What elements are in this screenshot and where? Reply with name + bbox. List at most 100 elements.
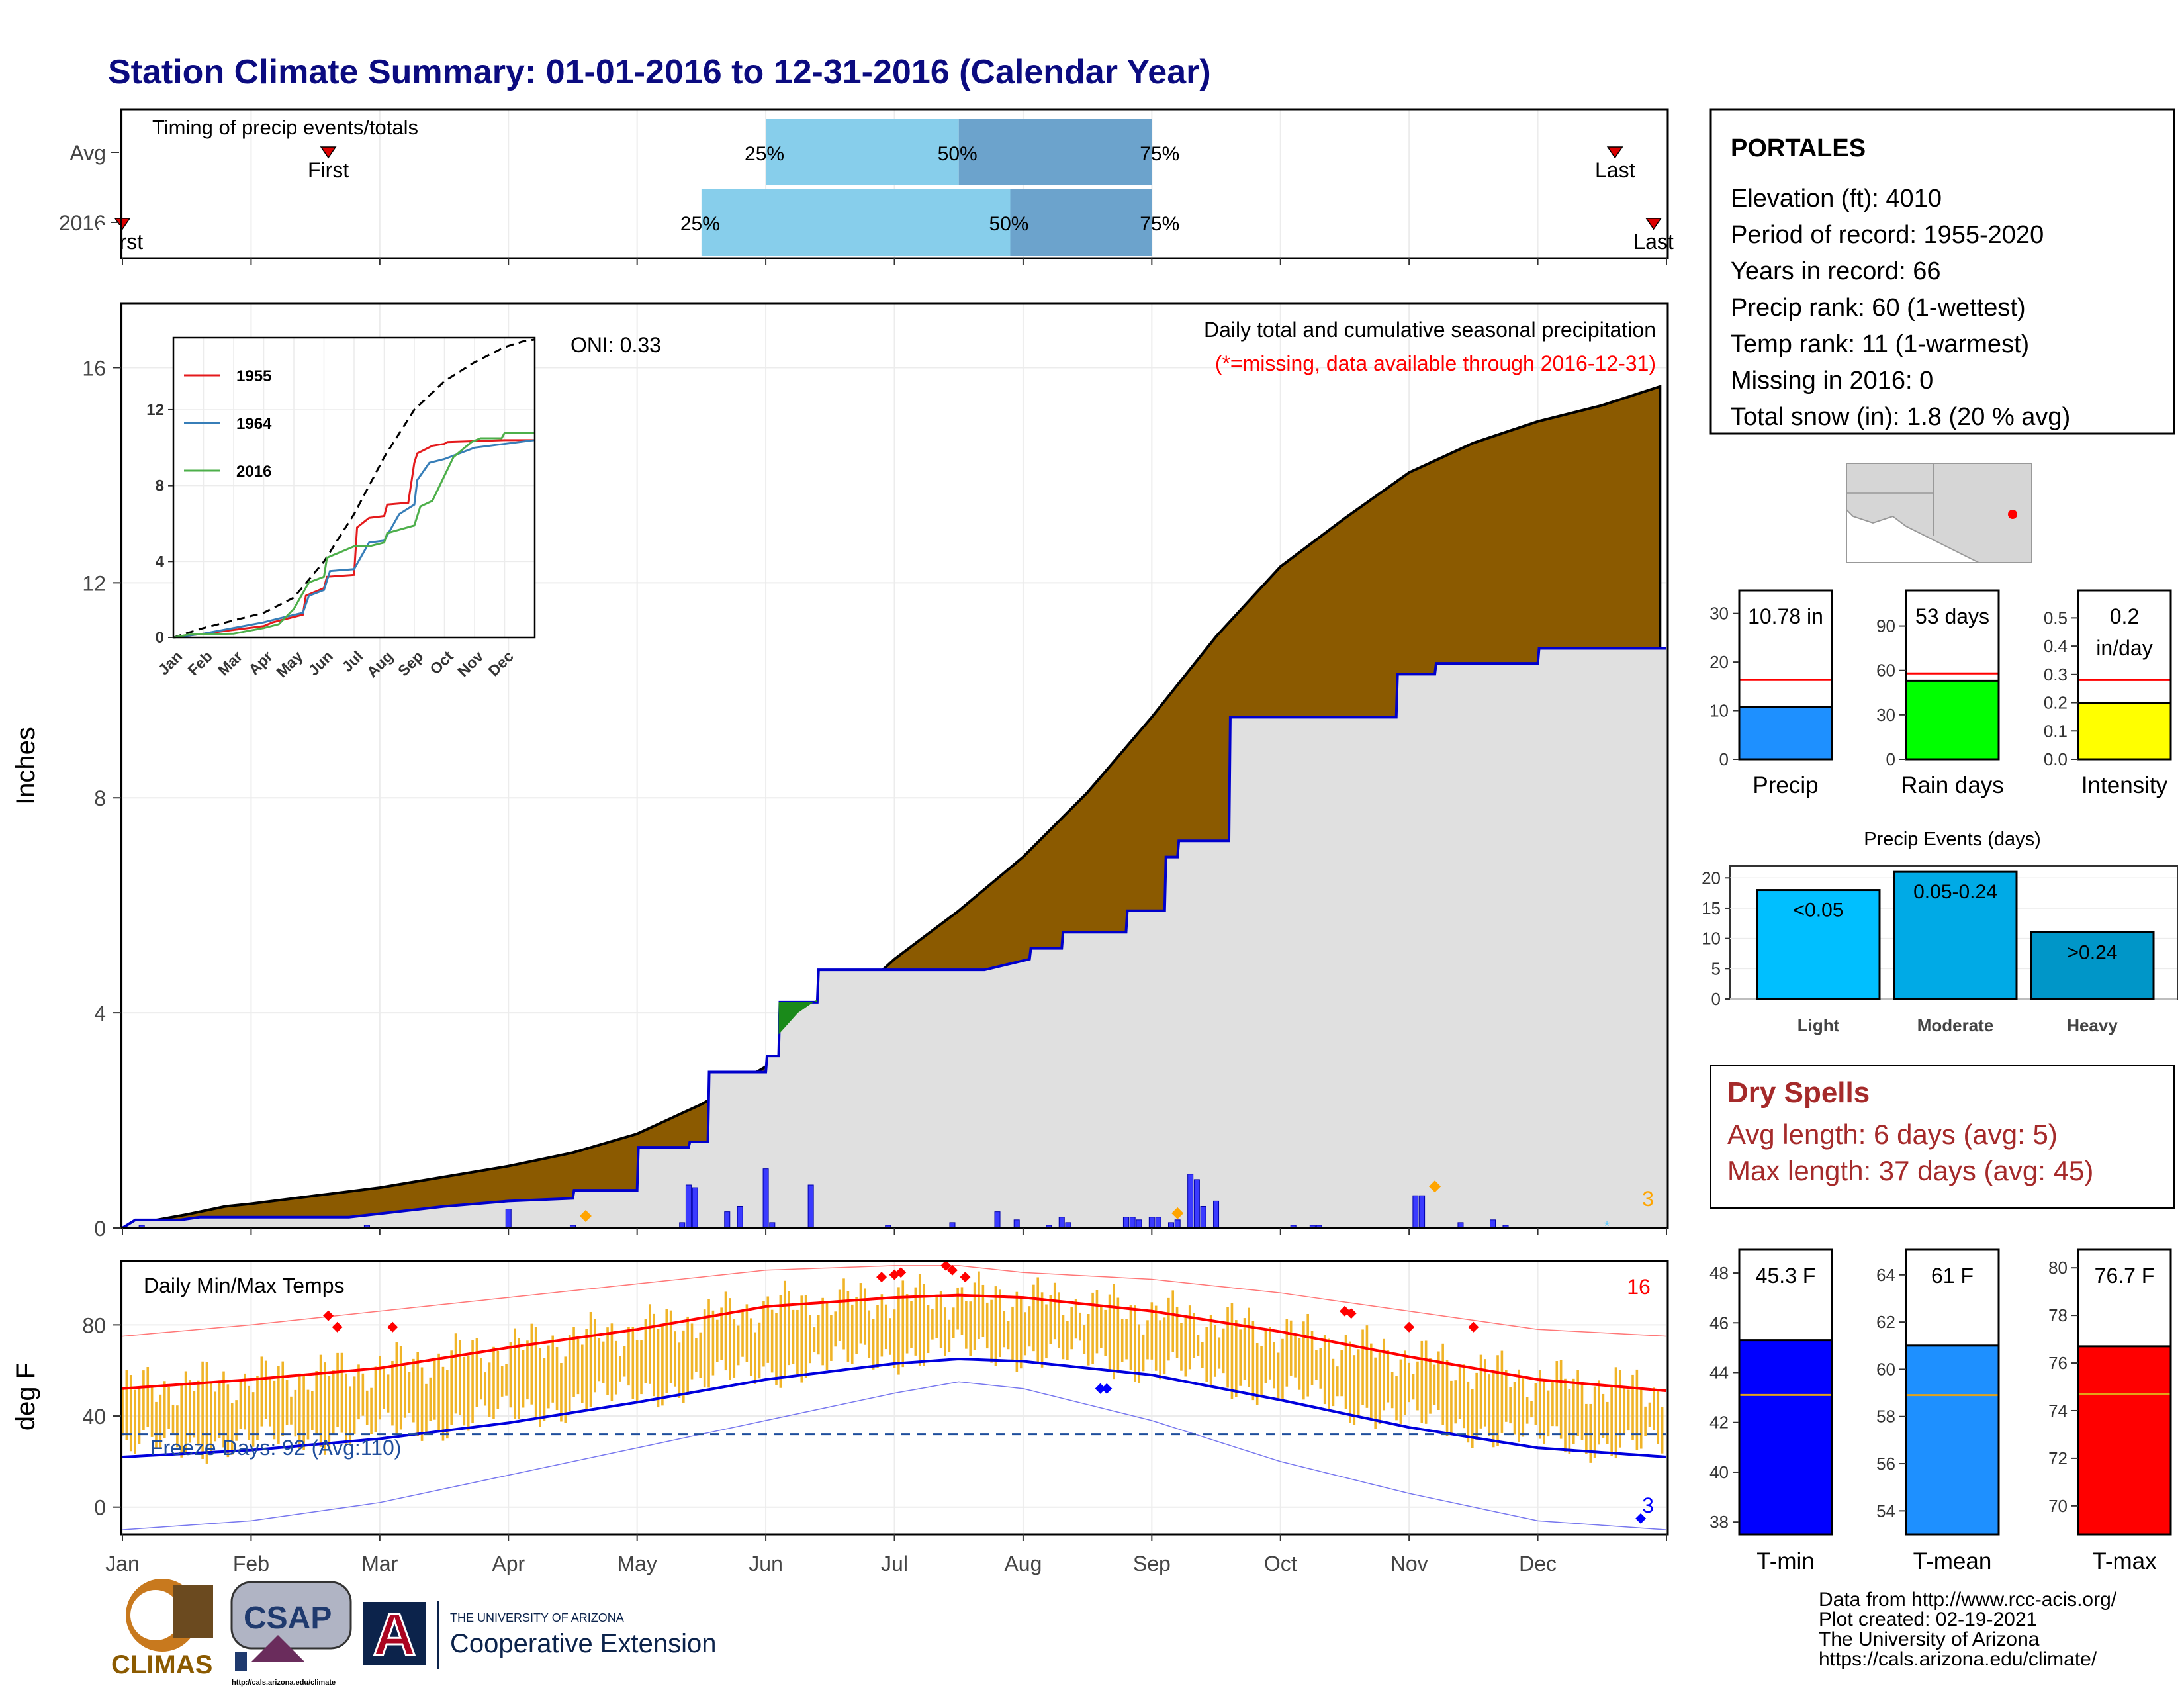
snow-marker — [1429, 1180, 1441, 1193]
daily-temp-bar — [1513, 1382, 1516, 1435]
daily-temp-bar — [1201, 1342, 1204, 1368]
record-high-marker — [895, 1267, 907, 1278]
dry-spells-title: Dry Spells — [1727, 1076, 1870, 1109]
record-high-marker — [940, 1260, 952, 1271]
inset-series-line — [173, 439, 535, 639]
daily-temp-bar — [189, 1380, 191, 1443]
svg-text:A: A — [373, 1602, 416, 1668]
summary-y-tick-label: 76 — [2048, 1353, 2068, 1373]
daily-precip-bar — [807, 1184, 814, 1229]
quantile-bar-50-75 — [958, 119, 1152, 185]
daily-temp-bar — [1492, 1372, 1495, 1448]
daily-temp-bar — [1369, 1343, 1373, 1421]
record-high-marker — [946, 1264, 958, 1276]
daily-temp-bar — [585, 1329, 588, 1411]
daily-temp-bar — [492, 1346, 495, 1419]
daily-temp-bar — [1146, 1320, 1149, 1360]
daily-temp-bar — [762, 1301, 765, 1367]
inset-x-tick-label: May — [273, 647, 306, 680]
daily-temp-bar — [657, 1329, 660, 1408]
daily-precip-bar — [1129, 1217, 1136, 1229]
daily-temp-bar — [1433, 1364, 1436, 1405]
station-line: Years in record: 66 — [1731, 258, 1941, 285]
daily-temp-bar — [450, 1350, 453, 1425]
daily-temp-bar — [429, 1377, 432, 1421]
daily-temp-bar — [1159, 1320, 1161, 1380]
daily-temp-bar — [813, 1327, 816, 1352]
daily-temp-bar — [1015, 1291, 1019, 1372]
timing-title: Timing of precip events/totals — [152, 116, 418, 139]
daily-temp-bar — [884, 1304, 887, 1350]
daily-temp-bar — [1091, 1292, 1094, 1364]
y-axis-label: Inches — [11, 727, 40, 805]
quantile-label: 25% — [680, 213, 720, 235]
daily-temp-bar — [281, 1361, 285, 1436]
daily-temp-bar — [1349, 1341, 1351, 1423]
x-tick-label: Nov — [1390, 1552, 1428, 1575]
daily-temp-bar — [960, 1287, 964, 1335]
daily-temp-bar — [1543, 1379, 1545, 1444]
event-y-tick-label: 0 — [1711, 989, 1721, 1009]
daily-temp-bar — [598, 1338, 601, 1382]
daily-temp-bar — [1525, 1397, 1529, 1424]
inset-border — [172, 336, 536, 639]
x-tick-label: Jan — [105, 1552, 140, 1575]
x-tick-label: Dec — [1519, 1552, 1557, 1575]
daily-precip-bar — [1200, 1206, 1206, 1229]
summary-value-label: 0.2 — [2110, 604, 2139, 628]
daily-temp-bar — [1248, 1307, 1250, 1387]
x-tick-label: Mar — [361, 1552, 398, 1575]
daily-temp-bar — [1323, 1335, 1326, 1405]
summary-y-tick-label: 20 — [1709, 652, 1729, 672]
precip-title: Daily total and cumulative seasonal prec… — [1204, 318, 1656, 342]
daily-temp-bar — [1399, 1359, 1402, 1425]
x-tick-label: May — [617, 1552, 657, 1575]
daily-temp-bar — [1518, 1369, 1520, 1442]
daily-temp-bar — [935, 1294, 938, 1338]
daily-temp-bar — [572, 1327, 575, 1397]
daily-temp-bar — [1585, 1403, 1588, 1454]
daily-temp-bar — [302, 1374, 305, 1450]
record-high-marker — [1404, 1321, 1415, 1333]
summary-bar — [2077, 1345, 2172, 1536]
daily-precip-bar — [1490, 1219, 1496, 1229]
daily-temp-bar — [1471, 1389, 1474, 1448]
credit-line: The University of Arizona — [1819, 1628, 2040, 1650]
daily-precip-bar — [505, 1209, 512, 1229]
inset-x-tick-label: Dec — [485, 647, 517, 679]
summary-y-tick-label: 30 — [1876, 705, 1895, 725]
daily-temp-bar — [1504, 1370, 1508, 1422]
inset-x-tick-label: Jul — [338, 647, 366, 675]
daily-temp-bar — [627, 1327, 630, 1386]
daily-temp-bar — [1639, 1387, 1643, 1449]
daily-temp-bar — [669, 1310, 672, 1383]
daily-temp-bar — [589, 1311, 592, 1407]
credit-line: https://cals.arizona.edu/climate/ — [1819, 1648, 2097, 1670]
daily-temp-bar — [180, 1385, 183, 1458]
daily-temp-bar — [665, 1309, 668, 1393]
daily-temp-bar — [1336, 1366, 1339, 1397]
daily-temp-bar — [530, 1323, 533, 1405]
station-line: Missing in 2016: 0 — [1731, 367, 1933, 395]
daily-temp-bar — [150, 1385, 154, 1437]
daily-precip-bar — [1187, 1174, 1194, 1229]
summary-y-tick-label: 48 — [1709, 1263, 1729, 1283]
daily-temp-bar — [488, 1362, 491, 1417]
event-bar-label: 0.05-0.24 — [1913, 881, 1997, 903]
daily-temp-bar — [1222, 1328, 1225, 1374]
daily-temp-bar — [1484, 1359, 1486, 1427]
summary-y-tick-label: 56 — [1876, 1454, 1895, 1474]
daily-temp-bar — [1500, 1350, 1504, 1433]
summary-category-label: Intensity — [2081, 773, 2168, 798]
daily-temp-bar — [1445, 1360, 1449, 1436]
daily-temp-bar — [568, 1335, 571, 1412]
event-category-label: Light — [1797, 1015, 1840, 1035]
last-event-label: Last — [1595, 158, 1635, 182]
daily-temp-bar — [770, 1309, 774, 1373]
daily-temp-bar — [1163, 1317, 1166, 1375]
daily-temp-bar — [1074, 1299, 1077, 1339]
quantile-label: 25% — [745, 143, 784, 165]
daily-temp-bar — [463, 1356, 466, 1426]
daily-temp-bar — [695, 1338, 698, 1372]
daily-temp-bar — [766, 1296, 770, 1363]
